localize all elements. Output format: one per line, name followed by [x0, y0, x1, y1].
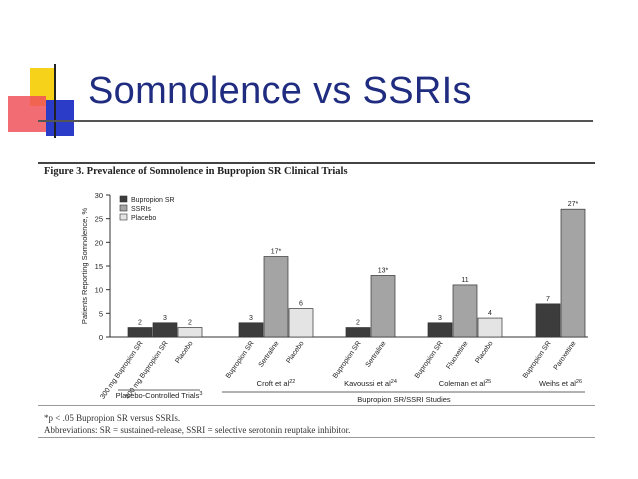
section-label: Bupropion SR/SSRI Studies: [357, 395, 451, 404]
bar: [127, 327, 153, 338]
category-label: Placebo: [174, 340, 194, 365]
bar-value-label: 2: [138, 320, 142, 327]
bar-value-label: 27*: [568, 201, 579, 208]
category-label: Bupropion SR: [332, 340, 363, 380]
legend-swatch: [119, 204, 128, 212]
legend-label: SSRIs: [131, 206, 151, 213]
abbreviations: Abbreviations: SR = sustained-release, S…: [44, 425, 351, 435]
bar: [345, 327, 371, 338]
bar: [238, 322, 264, 338]
y-tick-label: 20: [95, 238, 103, 247]
bar-value-label: 4: [488, 310, 492, 317]
y-tick-label: 15: [95, 262, 103, 271]
slide-title: Somnolence vs SSRIs: [88, 70, 472, 112]
y-tick-label: 5: [99, 309, 103, 318]
footnote: *p < .05 Bupropion SR versus SSRIs.: [44, 413, 181, 423]
bar-value-label: 2: [188, 320, 192, 327]
group-label: Kavoussi et al24: [344, 379, 397, 388]
figure-caption: Figure 3. Prevalence of Somnolence in Bu…: [44, 166, 348, 177]
bar: [152, 322, 178, 338]
bar: [177, 327, 203, 338]
group-label: Coleman et al25: [439, 379, 491, 388]
bar: [560, 208, 586, 338]
category-label: Placebo: [474, 340, 494, 365]
bar-value-label: 3: [249, 315, 253, 322]
category-label: Sertraline: [258, 340, 281, 369]
bar: [288, 308, 314, 338]
y-tick-label: 0: [99, 333, 103, 342]
category-label: Fluoxetine: [445, 340, 469, 371]
category-label: Bupropion SR: [225, 340, 256, 380]
category-label: Placebo: [285, 340, 305, 365]
bar-value-label: 11: [461, 277, 468, 284]
legend-label: Placebo: [131, 215, 156, 222]
figure-top-rule: [38, 162, 595, 164]
bar: [452, 284, 478, 338]
category-label: Paroxetine: [553, 340, 578, 372]
bar: [535, 303, 561, 338]
bar-value-label: 17*: [271, 249, 282, 256]
bar-value-label: 2: [356, 320, 360, 327]
category-label: Bupropion SR: [522, 340, 553, 380]
figure-bottom-rule: [38, 437, 595, 438]
bar: [263, 256, 289, 338]
group-label: Croft et al22: [257, 379, 296, 388]
y-tick-label: 25: [95, 215, 103, 224]
title-rule: [38, 120, 593, 122]
group-label: Placebo-Controlled Trials3: [116, 391, 203, 400]
legend-swatch: [119, 195, 128, 203]
bar: [370, 275, 396, 338]
deco-vertical-line: [54, 64, 56, 138]
category-label: Bupropion SR: [414, 340, 445, 380]
y-tick-label: 30: [95, 191, 103, 200]
figure-mid-rule: [38, 405, 595, 406]
bar-value-label: 13*: [378, 267, 389, 274]
y-axis-label: Patients Reporting Somnolence, %: [80, 208, 89, 325]
group-label: Weihs et al26: [539, 379, 582, 388]
bar: [477, 317, 503, 338]
legend-label: Bupropion SR: [131, 197, 175, 204]
bar: [427, 322, 453, 338]
deco-blue-block: [46, 100, 74, 136]
bar-value-label: 3: [163, 315, 167, 322]
bar-value-label: 6: [299, 301, 303, 308]
bar-value-label: 7: [546, 296, 550, 303]
deco-red-block: [8, 96, 46, 132]
y-tick-label: 10: [95, 286, 103, 295]
bar-value-label: 3: [438, 315, 442, 322]
legend-swatch: [119, 213, 128, 221]
category-label: Sertraline: [365, 340, 388, 369]
